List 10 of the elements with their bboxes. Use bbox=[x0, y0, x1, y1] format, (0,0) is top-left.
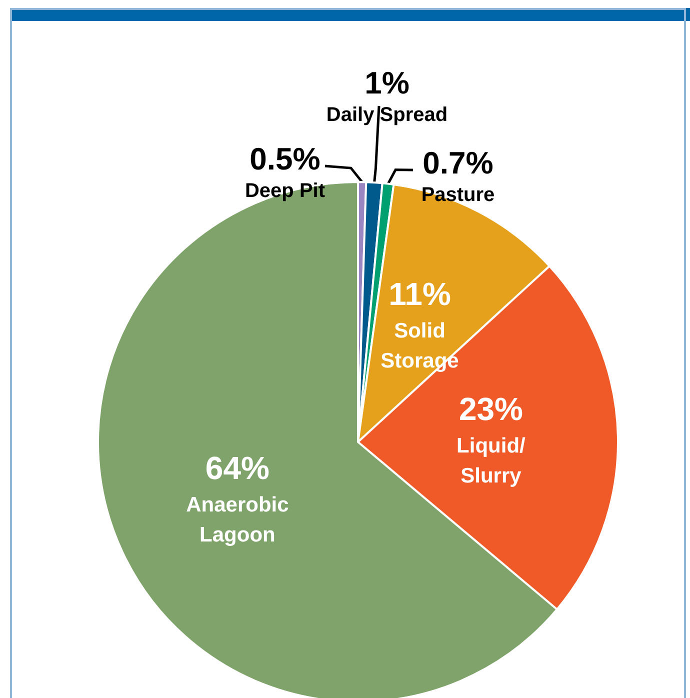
slice-label: Liquid/ Slurry bbox=[456, 434, 526, 488]
slice-label: Daily Spread bbox=[326, 104, 448, 126]
data-label: 64% bbox=[205, 450, 270, 486]
slice-label: Anaerobic Lagoon bbox=[186, 494, 290, 547]
data-label: 0.7% bbox=[422, 146, 494, 180]
slice-label: Deep Pit bbox=[244, 180, 326, 202]
data-label: 11% bbox=[388, 276, 451, 312]
data-label: 0.5% bbox=[250, 142, 320, 176]
data-label: 1% bbox=[364, 66, 410, 100]
data-label: 23% bbox=[458, 391, 523, 428]
